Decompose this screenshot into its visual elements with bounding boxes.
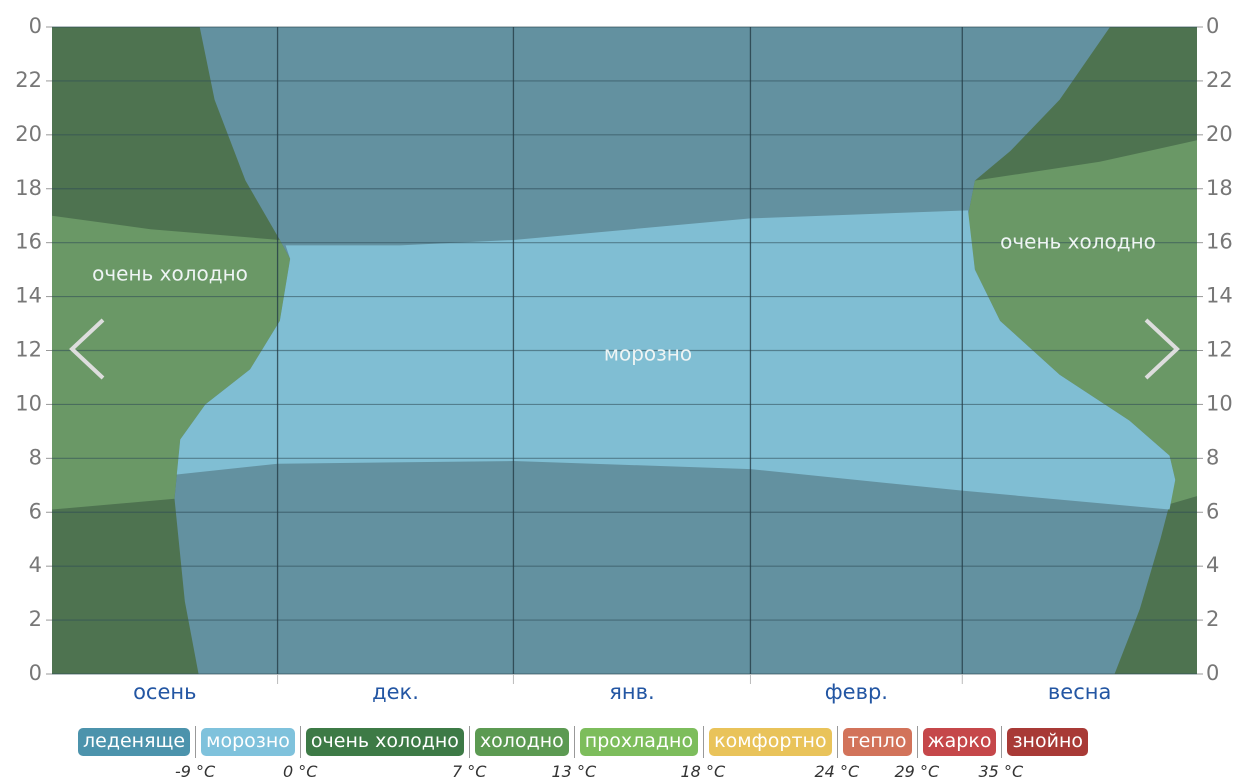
threshold-label: 18 °C: [680, 762, 726, 781]
y-tick-label: 12: [1206, 338, 1233, 362]
threshold-label: 7 °C: [452, 762, 487, 781]
y-tick-label: 10: [1206, 391, 1233, 415]
legend-separator: [299, 726, 301, 758]
y-tick-label: 0: [29, 14, 42, 38]
legend-separator: [468, 726, 470, 758]
legend-item: леденяще: [78, 728, 191, 756]
threshold-label: -9 °C: [175, 762, 216, 781]
y-tick-label: 4: [29, 553, 42, 577]
threshold-label: 29 °C: [894, 762, 940, 781]
threshold-label: 13 °C: [551, 762, 597, 781]
y-tick-label: 18: [15, 176, 42, 200]
legend-separator: [916, 726, 918, 758]
legend-item: комфортно: [709, 728, 832, 756]
x-tick-label: февр.: [825, 680, 888, 704]
area-label: очень холодно: [1000, 230, 1156, 254]
legend-item: очень холодно: [305, 728, 464, 756]
y-tick-label: 6: [1206, 499, 1219, 523]
area: [968, 140, 1197, 505]
legend-item: холодно: [474, 728, 569, 756]
legend-item: знойно: [1007, 728, 1088, 756]
area-label: морозно: [604, 342, 692, 366]
threshold-label: 24 °C: [814, 762, 860, 781]
y-tick-label: 2: [1206, 607, 1219, 631]
legend-item: тепло: [842, 728, 912, 756]
legend-item: жарко: [922, 728, 997, 756]
y-tick-label: 2: [29, 607, 42, 631]
area: [52, 215, 291, 510]
prev-arrow[interactable]: [69, 318, 105, 380]
y-tick-label: 10: [15, 391, 42, 415]
y-tick-label: 8: [29, 445, 42, 469]
y-tick-label: 20: [1206, 122, 1233, 146]
legend-separator: [573, 726, 575, 758]
y-tick-label: 16: [1206, 230, 1233, 254]
y-tick-label: 20: [15, 122, 42, 146]
legend-item: морозно: [201, 728, 295, 756]
y-tick-label: 22: [15, 68, 42, 92]
threshold-label: 0 °C: [283, 762, 318, 781]
x-tick-label: весна: [1048, 680, 1111, 704]
y-tick-label: 0: [1206, 14, 1219, 38]
legend-separator: [1001, 726, 1003, 758]
y-tick-label: 0: [1206, 661, 1219, 685]
x-tick-label: янв.: [609, 680, 654, 704]
legend-separator: [836, 726, 838, 758]
legend: леденяще морозно очень холодно холодно прохл…: [78, 726, 1088, 758]
next-arrow[interactable]: [1144, 318, 1180, 380]
y-tick-label: 16: [15, 230, 42, 254]
legend-separator: [195, 726, 197, 758]
area: [176, 210, 1176, 510]
y-tick-label: 8: [1206, 445, 1219, 469]
x-tick-label: дек.: [372, 680, 419, 704]
y-tick-label: 14: [1206, 284, 1233, 308]
y-tick-label: 18: [1206, 176, 1233, 200]
y-tick-label: 22: [1206, 68, 1233, 92]
area-label: очень холодно: [92, 262, 248, 286]
y-tick-label: 14: [15, 284, 42, 308]
y-tick-label: 12: [15, 338, 42, 362]
threshold-label: 35 °C: [978, 762, 1024, 781]
legend-separator: [703, 726, 705, 758]
x-tick-label: осень: [133, 680, 196, 704]
legend-item: прохладно: [579, 728, 699, 756]
y-tick-label: 6: [29, 499, 42, 523]
y-tick-label: 4: [1206, 553, 1219, 577]
y-tick-label: 0: [29, 661, 42, 685]
